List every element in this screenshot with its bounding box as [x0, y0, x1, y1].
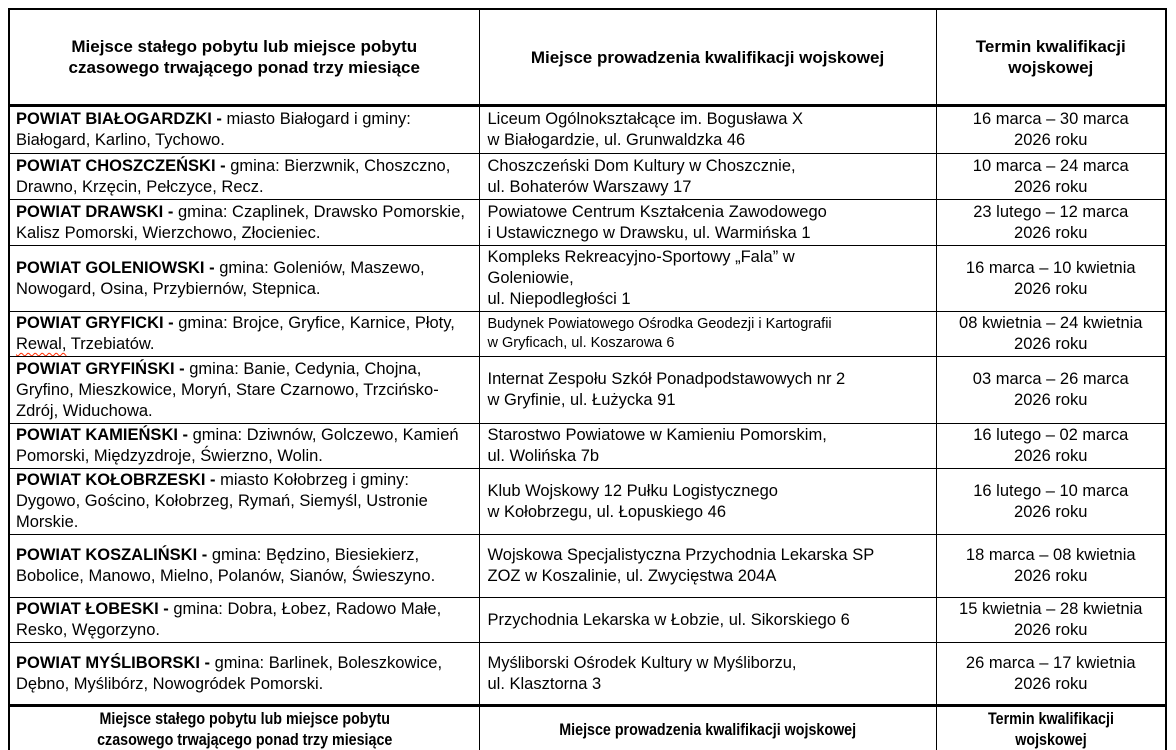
- table-row: POWIAT DRAWSKI - gmina: Czaplinek, Draws…: [8, 199, 1167, 246]
- header-cell-venue: Miejsce prowadzenia kwalifikacji wojskow…: [478, 8, 937, 107]
- residence-cell: POWIAT GRYFICKI - gmina: Brojce, Gryfice…: [8, 311, 480, 357]
- powiat-name: POWIAT CHOSZCZEŃSKI -: [16, 156, 226, 175]
- header-cell-term: Termin kwalifikacji wojskowej: [935, 8, 1167, 107]
- residence-cell: POWIAT CHOSZCZEŃSKI - gmina: Bierzwnik, …: [8, 153, 480, 200]
- table-footer: Miejsce stałego pobytu lub miejsce pobyt…: [8, 704, 1167, 750]
- area-text: gmina: Barlinek, Boleszkowice, Dębno, My…: [16, 653, 443, 693]
- area-text: gmina: Czaplinek, Drawsko Pomorskie, Kal…: [16, 202, 465, 242]
- footer-cell-venue: Miejsce prowadzenia kwalifikacji wojskow…: [478, 704, 937, 750]
- term-cell: 15 kwietnia – 28 kwietnia 2026 roku: [935, 597, 1167, 643]
- residence-cell: POWIAT KOSZALIŃSKI - gmina: Będzino, Bie…: [8, 534, 480, 598]
- area-text: gmina: Brojce, Gryfice, Karnice, Płoty,: [173, 314, 455, 332]
- venue-cell: Wojskowa Specjalistyczna Przychodnia Lek…: [478, 534, 937, 598]
- venue-cell: Przychodnia Lekarska w Łobzie, ul. Sikor…: [478, 597, 937, 643]
- table-row: POWIAT GOLENIOWSKI - gmina: Goleniów, Ma…: [8, 245, 1167, 312]
- area-text: gmina: Goleniów, Maszewo, Nowogard, Osin…: [16, 258, 425, 298]
- venue-cell: Choszczeński Dom Kultury w Choszcznie, u…: [478, 153, 937, 200]
- area-text: gmina: Będzino, Biesiekierz, Bobolice, M…: [16, 546, 436, 585]
- powiat-name: POWIAT KOSZALIŃSKI -: [16, 546, 208, 564]
- term-cell: 16 lutego – 10 marca 2026 roku: [935, 468, 1167, 535]
- table-row: POWIAT ŁOBESKI - gmina: Dobra, Łobez, Ra…: [8, 597, 1167, 643]
- residence-cell: POWIAT MYŚLIBORSKI - gmina: Barlinek, Bo…: [8, 642, 480, 706]
- footer-cell-term: Termin kwalifikacji wojskowej: [935, 704, 1167, 750]
- footer-term-label: Termin kwalifikacji wojskowej: [987, 709, 1114, 749]
- venue-cell: Powiatowe Centrum Kształcenia Zawodowego…: [478, 199, 937, 246]
- table-row: POWIAT CHOSZCZEŃSKI - gmina: Bierzwnik, …: [8, 153, 1167, 200]
- term-cell: 16 marca – 10 kwietnia 2026 roku: [935, 245, 1167, 312]
- area-text: gmina: Dobra, Łobez, Radowo Małe, Resko,…: [16, 600, 442, 639]
- powiat-name: POWIAT KOŁOBRZESKI -: [16, 471, 216, 489]
- qualification-schedule-table: Miejsce stałego pobytu lub miejsce pobyt…: [8, 8, 1167, 750]
- table-row: POWIAT GRYFICKI - gmina: Brojce, Gryfice…: [8, 311, 1167, 357]
- table-body: POWIAT BIAŁOGARDZKI - miasto Białogard i…: [8, 105, 1167, 706]
- venue-cell: Kompleks Rekreacyjno-Sportowy „Fala” w G…: [478, 245, 937, 312]
- residence-cell: POWIAT DRAWSKI - gmina: Czaplinek, Draws…: [8, 199, 480, 246]
- term-cell: 18 marca – 08 kwietnia 2026 roku: [935, 534, 1167, 598]
- term-cell: 26 marca – 17 kwietnia 2026 roku: [935, 642, 1167, 706]
- spellcheck-flagged-text: Rewal,: [16, 335, 67, 353]
- area-text: gmina: Bierzwnik, Choszczno, Drawno, Krz…: [16, 156, 451, 196]
- powiat-area: gmina: Bierzwnik, Choszczno, Drawno, Krz…: [16, 157, 450, 196]
- powiat-name: POWIAT GOLENIOWSKI -: [16, 258, 215, 277]
- footer-residence-label: Miejsce stałego pobytu lub miejsce pobyt…: [96, 709, 392, 749]
- header-cell-residence: Miejsce stałego pobytu lub miejsce pobyt…: [8, 8, 480, 107]
- powiat-area: gmina: Dziwnów, Golczewo, Kamień Pomorsk…: [16, 426, 459, 465]
- footer-venue-label: Miejsce prowadzenia kwalifikacji wojskow…: [559, 719, 856, 739]
- term-cell: 10 marca – 24 marca 2026 roku: [935, 153, 1167, 200]
- powiat-area: gmina: Banie, Cedynia, Chojna, Gryfino, …: [16, 360, 439, 420]
- table-header: Miejsce stałego pobytu lub miejsce pobyt…: [8, 8, 1167, 107]
- area-text: gmina: Banie, Cedynia, Chojna, Gryfino, …: [16, 359, 439, 420]
- table-row: POWIAT KOŁOBRZESKI - miasto Kołobrzeg i …: [8, 468, 1167, 535]
- term-cell: 23 lutego – 12 marca 2026 roku: [935, 199, 1167, 246]
- table-row: POWIAT MYŚLIBORSKI - gmina: Barlinek, Bo…: [8, 642, 1167, 706]
- table-row: POWIAT KAMIEŃSKI - gmina: Dziwnów, Golcz…: [8, 423, 1167, 469]
- powiat-area: gmina: Dobra, Łobez, Radowo Małe, Resko,…: [16, 600, 441, 639]
- residence-cell: POWIAT KAMIEŃSKI - gmina: Dziwnów, Golcz…: [8, 423, 480, 469]
- area-text: gmina: Dziwnów, Golczewo, Kamień Pomorsk…: [16, 426, 459, 465]
- venue-cell: Internat Zespołu Szkół Ponadpodstawowych…: [478, 356, 937, 424]
- table-row: POWIAT GRYFIŃSKI - gmina: Banie, Cedynia…: [8, 356, 1167, 424]
- table-row: POWIAT KOSZALIŃSKI - gmina: Będzino, Bie…: [8, 534, 1167, 598]
- powiat-name: POWIAT MYŚLIBORSKI -: [16, 653, 211, 672]
- residence-cell: POWIAT BIAŁOGARDZKI - miasto Białogard i…: [8, 105, 480, 154]
- powiat-name: POWIAT GRYFICKI -: [16, 314, 174, 332]
- venue-cell: Budynek Powiatowego Ośrodka Geodezji i K…: [478, 311, 937, 357]
- term-cell: 08 kwietnia – 24 kwietnia 2026 roku: [935, 311, 1167, 357]
- term-cell: 16 lutego – 02 marca 2026 roku: [935, 423, 1167, 469]
- area-text: Trzebiatów.: [66, 335, 155, 353]
- footer-row: Miejsce stałego pobytu lub miejsce pobyt…: [8, 704, 1167, 750]
- venue-cell: Liceum Ogólnokształcące im. Bogusława X …: [478, 105, 937, 154]
- powiat-name: POWIAT ŁOBESKI -: [16, 600, 169, 618]
- powiat-name: POWIAT GRYFIŃSKI -: [16, 359, 185, 378]
- venue-cell: Myśliborski Ośrodek Kultury w Myśliborzu…: [478, 642, 937, 706]
- term-cell: 16 marca – 30 marca 2026 roku: [935, 105, 1167, 154]
- powiat-area: gmina: Będzino, Biesiekierz, Bobolice, M…: [16, 546, 435, 585]
- powiat-area: gmina: Goleniów, Maszewo, Nowogard, Osin…: [16, 259, 425, 298]
- venue-cell: Klub Wojskowy 12 Pułku Logistycznego w K…: [478, 468, 937, 535]
- powiat-name: POWIAT DRAWSKI -: [16, 202, 174, 221]
- footer-cell-residence: Miejsce stałego pobytu lub miejsce pobyt…: [8, 704, 480, 750]
- venue-cell: Starostwo Powiatowe w Kamieniu Pomorskim…: [478, 423, 937, 469]
- powiat-area: gmina: Barlinek, Boleszkowice, Dębno, My…: [16, 654, 442, 693]
- powiat-area: miasto Białogard i gminy: Białogard, Kar…: [16, 110, 411, 149]
- powiat-name: POWIAT KAMIEŃSKI -: [16, 426, 189, 444]
- table-row: POWIAT BIAŁOGARDZKI - miasto Białogard i…: [8, 105, 1167, 154]
- powiat-area: gmina: Czaplinek, Drawsko Pomorskie, Kal…: [16, 203, 465, 242]
- term-cell: 03 marca – 26 marca 2026 roku: [935, 356, 1167, 424]
- residence-cell: POWIAT ŁOBESKI - gmina: Dobra, Łobez, Ra…: [8, 597, 480, 643]
- powiat-area: gmina: Brojce, Gryfice, Karnice, Płoty, …: [16, 314, 455, 353]
- powiat-area: miasto Kołobrzeg i gminy: Dygowo, Gościn…: [16, 471, 428, 531]
- residence-cell: POWIAT GOLENIOWSKI - gmina: Goleniów, Ma…: [8, 245, 480, 312]
- area-text: miasto Białogard i gminy: Białogard, Kar…: [16, 110, 411, 149]
- residence-cell: POWIAT GRYFIŃSKI - gmina: Banie, Cedynia…: [8, 356, 480, 424]
- residence-cell: POWIAT KOŁOBRZESKI - miasto Kołobrzeg i …: [8, 468, 480, 535]
- header-row: Miejsce stałego pobytu lub miejsce pobyt…: [8, 8, 1167, 107]
- area-text: miasto Kołobrzeg i gminy: Dygowo, Gościn…: [16, 471, 428, 531]
- powiat-name: POWIAT BIAŁOGARDZKI -: [16, 110, 222, 128]
